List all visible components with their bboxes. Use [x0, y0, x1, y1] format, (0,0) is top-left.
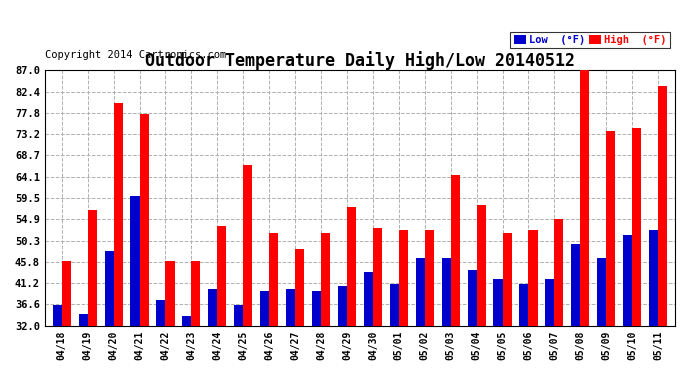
- Bar: [373, 228, 382, 326]
- Bar: [79, 314, 88, 326]
- Bar: [208, 289, 217, 326]
- Bar: [130, 196, 139, 326]
- Text: Copyright 2014 Cartronics.com: Copyright 2014 Cartronics.com: [45, 50, 226, 60]
- Bar: [493, 279, 502, 326]
- Bar: [529, 231, 538, 326]
- Bar: [347, 207, 356, 326]
- Bar: [166, 261, 175, 326]
- Bar: [286, 289, 295, 326]
- Bar: [607, 130, 615, 326]
- Bar: [598, 258, 607, 326]
- Bar: [658, 86, 667, 326]
- Bar: [520, 284, 529, 326]
- Bar: [114, 103, 123, 326]
- Bar: [88, 210, 97, 326]
- Bar: [312, 291, 321, 326]
- Bar: [468, 270, 477, 326]
- Bar: [415, 258, 425, 326]
- Bar: [182, 316, 191, 326]
- Bar: [52, 305, 61, 326]
- Bar: [244, 165, 253, 326]
- Bar: [390, 284, 399, 326]
- Bar: [571, 244, 580, 326]
- Bar: [364, 272, 373, 326]
- Bar: [425, 231, 434, 326]
- Bar: [269, 233, 278, 326]
- Bar: [234, 305, 244, 326]
- Bar: [580, 70, 589, 326]
- Bar: [451, 175, 460, 326]
- Bar: [502, 233, 511, 326]
- Bar: [321, 233, 330, 326]
- Bar: [338, 286, 347, 326]
- Bar: [632, 128, 641, 326]
- Bar: [295, 249, 304, 326]
- Bar: [217, 226, 226, 326]
- Bar: [61, 261, 71, 326]
- Bar: [157, 300, 166, 326]
- Bar: [555, 219, 564, 326]
- Bar: [623, 235, 632, 326]
- Bar: [139, 114, 148, 326]
- Legend: Low  (°F), High  (°F): Low (°F), High (°F): [511, 32, 670, 48]
- Bar: [104, 251, 114, 326]
- Bar: [442, 258, 451, 326]
- Bar: [545, 279, 555, 326]
- Title: Outdoor Temperature Daily High/Low 20140512: Outdoor Temperature Daily High/Low 20140…: [145, 51, 575, 70]
- Bar: [477, 205, 486, 326]
- Bar: [191, 261, 201, 326]
- Bar: [260, 291, 269, 326]
- Bar: [399, 231, 408, 326]
- Bar: [649, 231, 658, 326]
